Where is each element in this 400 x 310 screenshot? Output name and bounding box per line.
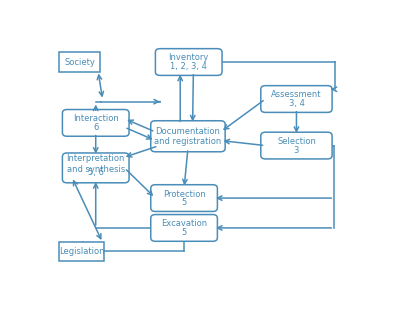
Text: 1, 2, 3, 4: 1, 2, 3, 4: [170, 62, 207, 71]
FancyBboxPatch shape: [151, 215, 218, 241]
Text: Interaction: Interaction: [73, 114, 118, 123]
Text: 3, 4: 3, 4: [288, 99, 304, 108]
Text: 3: 3: [294, 146, 299, 155]
FancyBboxPatch shape: [59, 52, 100, 72]
Text: Interpretation
and synthesis: Interpretation and synthesis: [66, 154, 125, 174]
FancyBboxPatch shape: [151, 185, 218, 211]
Text: 5: 5: [182, 228, 187, 237]
Text: 6: 6: [93, 123, 98, 132]
Text: Legislation: Legislation: [59, 247, 104, 256]
FancyBboxPatch shape: [59, 241, 104, 261]
Text: Protection: Protection: [163, 189, 206, 198]
Text: Excavation: Excavation: [161, 219, 207, 228]
Text: Assessment: Assessment: [271, 91, 322, 100]
FancyBboxPatch shape: [155, 49, 222, 75]
Text: 5, 6: 5, 6: [88, 168, 104, 177]
Text: Society: Society: [64, 58, 95, 67]
Text: Documentation
and registration: Documentation and registration: [154, 126, 222, 146]
FancyBboxPatch shape: [62, 153, 129, 183]
FancyBboxPatch shape: [261, 86, 332, 113]
Text: Inventory: Inventory: [168, 53, 209, 63]
FancyBboxPatch shape: [151, 121, 225, 152]
Text: 5: 5: [182, 198, 187, 207]
Text: Selection: Selection: [277, 137, 316, 146]
FancyBboxPatch shape: [261, 132, 332, 159]
FancyBboxPatch shape: [62, 109, 129, 136]
